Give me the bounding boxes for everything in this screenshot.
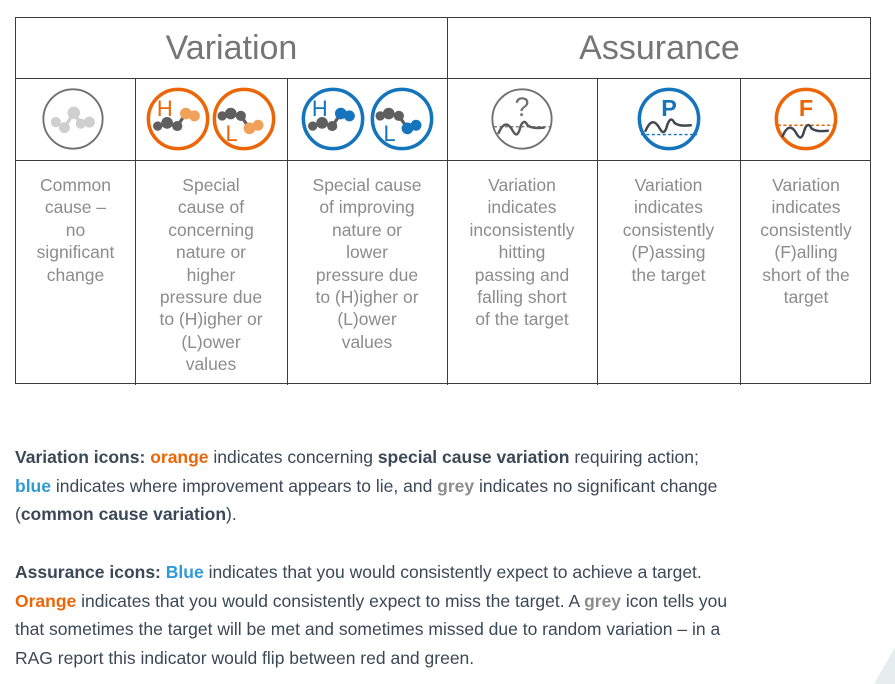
svg-text:H: H <box>311 96 327 121</box>
svg-text:L: L <box>226 121 238 146</box>
svg-text:H: H <box>157 96 173 121</box>
svg-text:F: F <box>799 95 813 121</box>
svg-text:L: L <box>384 121 396 146</box>
svg-text:?: ? <box>515 92 530 122</box>
svg-text:P: P <box>661 95 677 121</box>
